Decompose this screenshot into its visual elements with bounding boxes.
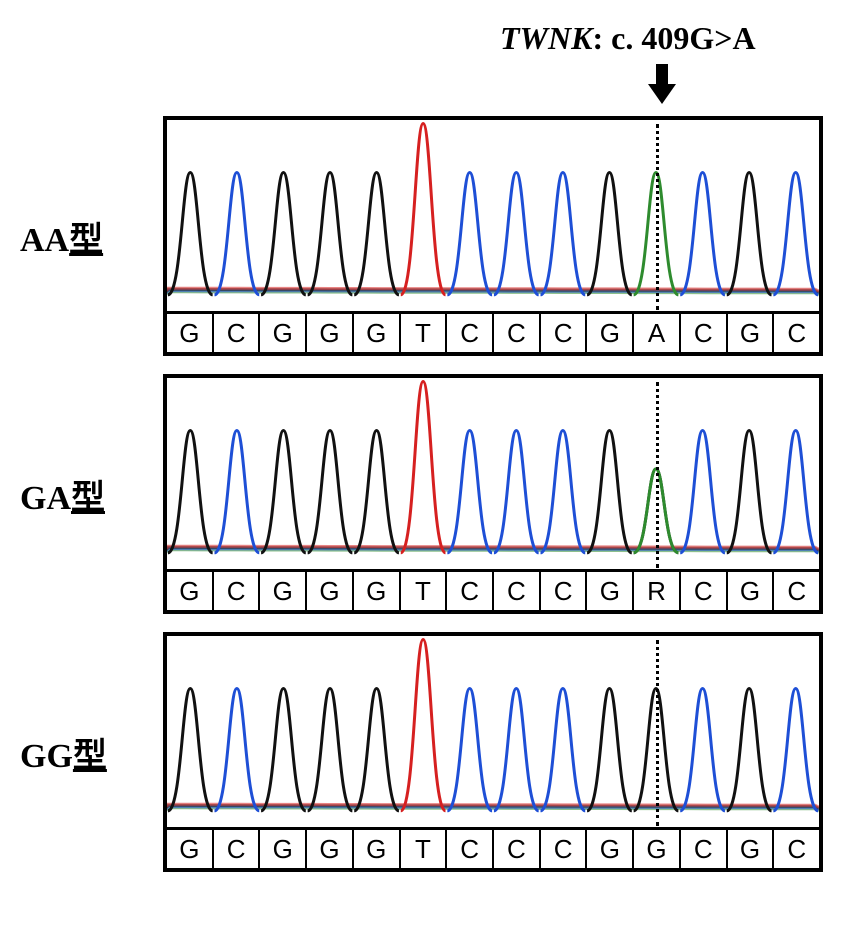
base-call-cell: G [307,830,354,868]
base-call-row: GCGGGTCCCGGCGC [167,827,819,868]
base-call-cell: T [401,314,448,352]
base-call-cell: G [634,830,681,868]
variant-position-line [656,382,659,568]
variant-position-line [656,640,659,826]
base-call-cell: C [494,830,541,868]
base-call-cell: G [260,314,307,352]
base-call-cell: G [354,830,401,868]
base-call-cell: G [728,572,775,610]
chromatogram-area [167,378,819,568]
base-call-cell: G [260,572,307,610]
base-call-cell: C [214,572,261,610]
base-call-cell: C [447,314,494,352]
base-call-cell: G [728,830,775,868]
gene-name: TWNK [500,20,592,56]
base-call-cell: C [494,572,541,610]
base-call-cell: C [541,314,588,352]
variant-position-line [656,124,659,310]
base-call-cell: C [447,830,494,868]
base-call-cell: G [587,314,634,352]
genotype-label: AA型 [20,212,163,261]
base-call-row: GCGGGTCCCGACGC [167,311,819,352]
base-call-cell: C [681,314,728,352]
base-call-cell: C [494,314,541,352]
genotype-row: GG型GCGGGTCCCGGCGC [20,632,847,872]
chromatogram-area [167,636,819,826]
base-call-cell: C [447,572,494,610]
base-call-cell: G [728,314,775,352]
base-call-cell: G [260,830,307,868]
base-call-cell: C [681,830,728,868]
base-call-cell: T [401,830,448,868]
base-call-cell: C [214,830,261,868]
base-call-cell: C [774,572,819,610]
chromatogram-area [167,120,819,310]
base-call-cell: C [541,572,588,610]
chromatogram-panel: GCGGGTCCCGRCGC [163,374,823,614]
chromatogram-panel: GCGGGTCCCGACGC [163,116,823,356]
base-call-cell: A [634,314,681,352]
base-call-cell: G [587,572,634,610]
base-call-cell: G [167,830,214,868]
arrow-down-icon [648,64,676,104]
base-call-cell: C [774,830,819,868]
base-call-cell: G [587,830,634,868]
genotype-label: GA型 [20,470,163,519]
variant-text: : c. 409G>A [592,20,755,56]
genotype-row: AA型GCGGGTCCCGACGC [20,116,847,356]
rows-container: AA型GCGGGTCCCGACGCGA型GCGGGTCCCGRCGCGG型GCG… [20,116,847,872]
figure-header: TWNK: c. 409G>A [20,20,847,110]
base-call-row: GCGGGTCCCGRCGC [167,569,819,610]
genotype-label: GG型 [20,728,163,777]
base-call-cell: C [214,314,261,352]
base-call-cell: G [354,572,401,610]
figure: TWNK: c. 409G>A AA型GCGGGTCCCGACGCGA型GCGG… [20,20,847,872]
base-call-cell: C [774,314,819,352]
base-call-cell: R [634,572,681,610]
base-call-cell: C [541,830,588,868]
genotype-row: GA型GCGGGTCCCGRCGC [20,374,847,614]
base-call-cell: G [307,572,354,610]
base-call-cell: T [401,572,448,610]
base-call-cell: G [167,314,214,352]
base-call-cell: G [307,314,354,352]
base-call-cell: C [681,572,728,610]
base-call-cell: G [167,572,214,610]
chromatogram-panel: GCGGGTCCCGGCGC [163,632,823,872]
variant-label: TWNK: c. 409G>A [500,20,756,57]
base-call-cell: G [354,314,401,352]
